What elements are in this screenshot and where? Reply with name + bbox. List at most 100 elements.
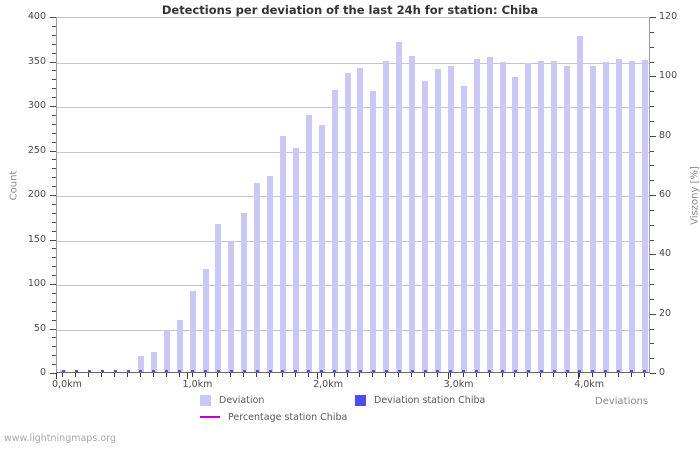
y-tick-label-left: 350 bbox=[27, 55, 46, 67]
x-tick bbox=[385, 373, 386, 377]
legend-item[interactable]: Percentage station Chiba bbox=[200, 409, 347, 425]
bar-deviation-station bbox=[462, 370, 466, 372]
bar-deviation-station bbox=[539, 370, 543, 372]
bar-deviation-station bbox=[423, 370, 427, 372]
bar-deviation bbox=[409, 56, 416, 372]
legend-label: Percentage station Chiba bbox=[228, 411, 348, 423]
x-tick bbox=[153, 373, 154, 377]
y-tick-minor-left bbox=[52, 70, 56, 72]
x-tick-label: 1,0km bbox=[182, 379, 213, 390]
y-tick-minor-right bbox=[650, 46, 654, 48]
y-tick-label-left: 100 bbox=[27, 278, 46, 289]
bar-deviation bbox=[202, 268, 209, 372]
bar-deviation-station bbox=[591, 370, 595, 372]
y-tick-minor-left bbox=[52, 34, 56, 36]
x-tick bbox=[75, 373, 76, 377]
bar-deviation-station bbox=[139, 370, 143, 372]
y-tick-major-left bbox=[50, 373, 56, 374]
chart-title: Detections per deviation of the last 24h… bbox=[161, 3, 539, 17]
x-axis-title: Deviations bbox=[595, 396, 649, 407]
y-tick-major-left bbox=[50, 150, 56, 152]
x-tick bbox=[644, 373, 645, 377]
y-tick-minor-right bbox=[650, 239, 654, 241]
y-tick-major-left bbox=[50, 284, 56, 285]
legend-item[interactable]: Deviation bbox=[200, 392, 264, 408]
legend-swatch-icon bbox=[200, 394, 211, 406]
y-tick-minor-right bbox=[650, 150, 654, 152]
bar-deviation-station bbox=[204, 370, 207, 372]
y-tick-label-right: 20 bbox=[659, 307, 672, 319]
x-tick bbox=[437, 373, 438, 377]
bar-deviation-station bbox=[333, 370, 337, 372]
y-tick-minor-right bbox=[650, 180, 654, 182]
x-tick bbox=[334, 373, 335, 377]
bar-deviation-station bbox=[526, 370, 530, 372]
y-tick-minor-left bbox=[52, 177, 56, 179]
bar-deviation-station bbox=[410, 370, 414, 372]
bar-deviation bbox=[344, 72, 351, 372]
bar-deviation-station bbox=[513, 370, 517, 372]
legend-label: Deviation bbox=[219, 394, 265, 406]
y-tick-label-left: 200 bbox=[27, 189, 46, 200]
y-tick-minor-left bbox=[52, 203, 56, 205]
bar-deviation bbox=[512, 77, 519, 372]
bar-deviation-station bbox=[281, 370, 285, 372]
bar-deviation-station bbox=[475, 370, 479, 372]
x-tick bbox=[101, 373, 102, 377]
bar-deviation bbox=[615, 58, 622, 372]
x-tick bbox=[411, 373, 412, 377]
y-tick-minor-right bbox=[650, 358, 654, 360]
bar-deviation-station bbox=[307, 370, 311, 372]
bar-deviation-station bbox=[216, 370, 220, 372]
bar-deviation-station bbox=[358, 370, 362, 372]
x-tick-major bbox=[187, 373, 188, 379]
x-tick bbox=[127, 373, 128, 377]
bar-deviation-station bbox=[294, 370, 298, 372]
bar-deviation bbox=[150, 351, 157, 372]
y-tick-minor-left bbox=[52, 79, 56, 81]
legend-item[interactable]: Deviation station Chiba bbox=[355, 392, 485, 408]
bar-deviation bbox=[370, 90, 377, 372]
x-tick bbox=[579, 373, 580, 377]
bar-deviation-station bbox=[384, 370, 388, 372]
bar-deviation-station bbox=[113, 370, 117, 372]
y-tick-minor-right bbox=[650, 31, 654, 33]
bar-deviation bbox=[176, 319, 183, 372]
y-tick-major-right bbox=[650, 373, 656, 374]
legend-swatch-icon bbox=[355, 394, 366, 406]
bar-deviation-station bbox=[178, 370, 182, 372]
x-tick bbox=[192, 373, 193, 377]
y-tick-minor-right bbox=[650, 298, 654, 300]
x-tick-major bbox=[448, 373, 449, 379]
x-tick bbox=[256, 373, 257, 377]
bar-deviation-station bbox=[604, 370, 608, 372]
bar-deviation bbox=[576, 35, 583, 372]
y-tick-label-right: 40 bbox=[659, 248, 672, 260]
y-tick-minor-left bbox=[52, 266, 56, 268]
x-tick-label: 0,0km bbox=[52, 379, 82, 390]
bar-deviation-station bbox=[578, 370, 582, 372]
x-tick-major bbox=[578, 373, 579, 379]
y-tick-major-right bbox=[650, 76, 656, 78]
y-tick-minor-right bbox=[650, 165, 654, 167]
y-tick-minor-right bbox=[650, 120, 654, 122]
x-tick bbox=[372, 373, 373, 377]
x-tick bbox=[592, 373, 593, 377]
plot-area bbox=[56, 17, 650, 373]
y-tick-major-left bbox=[50, 195, 56, 196]
x-tick bbox=[514, 373, 515, 377]
x-tick bbox=[308, 373, 309, 377]
x-tick bbox=[88, 373, 89, 377]
bar-deviation-station bbox=[100, 370, 104, 372]
y-tick-major-left bbox=[50, 61, 56, 63]
y-tick-label-right: 0 bbox=[659, 367, 666, 378]
bars-layer bbox=[57, 18, 649, 372]
bar-deviation-station bbox=[630, 370, 634, 372]
y-tick-label-right: 100 bbox=[659, 70, 678, 82]
y-tick-minor-left bbox=[52, 97, 56, 99]
x-tick bbox=[114, 373, 115, 377]
y-tick-major-left bbox=[50, 106, 56, 107]
y-tick-minor-left bbox=[52, 319, 56, 321]
bar-deviation bbox=[486, 56, 493, 372]
x-tick bbox=[502, 373, 503, 377]
